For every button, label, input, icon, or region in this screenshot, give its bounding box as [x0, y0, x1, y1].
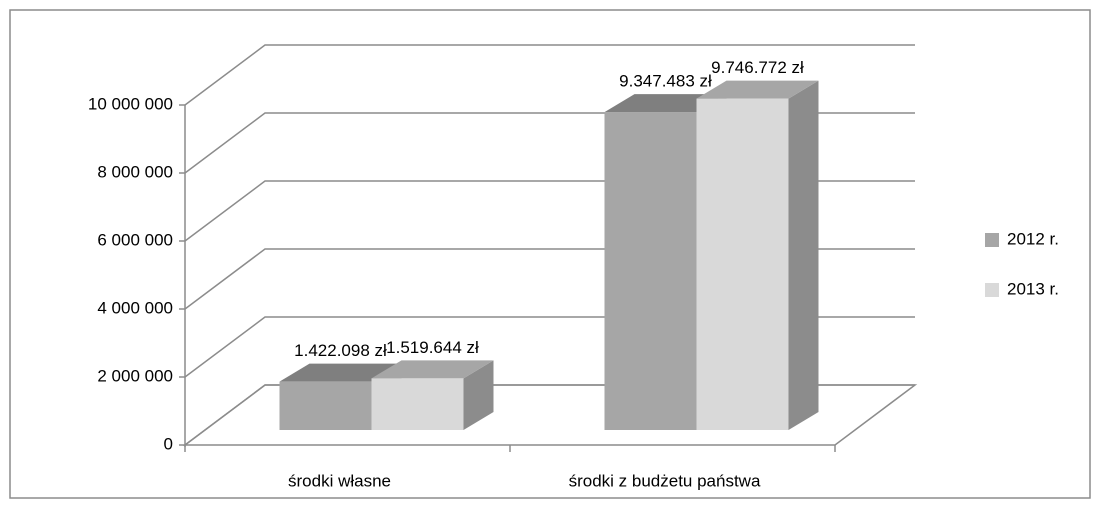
y-tick-label: 10 000 000	[88, 94, 173, 113]
bar	[371, 360, 494, 430]
y-tick-label: 4 000 000	[97, 298, 173, 317]
value-label: 9.746.772 zł	[711, 58, 804, 77]
y-tick-label: 6 000 000	[97, 230, 173, 249]
x-tick-label: środki własne	[288, 471, 391, 490]
bar-front	[371, 378, 464, 430]
bar	[696, 80, 819, 431]
y-tick-label: 0	[164, 434, 173, 453]
legend-label: 2013 r.	[1007, 279, 1059, 298]
chart-border	[9, 9, 1091, 499]
value-label: 9.347.483 zł	[619, 72, 712, 91]
bar-side	[788, 80, 819, 431]
legend-label: 2012 r.	[1007, 229, 1059, 248]
value-label: 1.519.644 zł	[386, 338, 479, 357]
bar-top	[371, 360, 494, 379]
bar-top	[604, 94, 727, 113]
legend-swatch	[985, 233, 999, 247]
bar-side	[463, 360, 494, 430]
value-label: 1.422.098 zł	[294, 341, 387, 360]
bar-front	[279, 381, 372, 430]
bar-front	[696, 98, 789, 431]
grid-line	[184, 44, 915, 106]
y-tick-label: 8 000 000	[97, 162, 173, 181]
bar-front	[604, 112, 697, 430]
y-tick-label: 2 000 000	[97, 366, 173, 385]
bar-top	[279, 363, 402, 382]
x-tick-label: środki z budżetu państwa	[569, 471, 761, 490]
bar-top	[696, 80, 819, 99]
legend-swatch	[985, 283, 999, 297]
